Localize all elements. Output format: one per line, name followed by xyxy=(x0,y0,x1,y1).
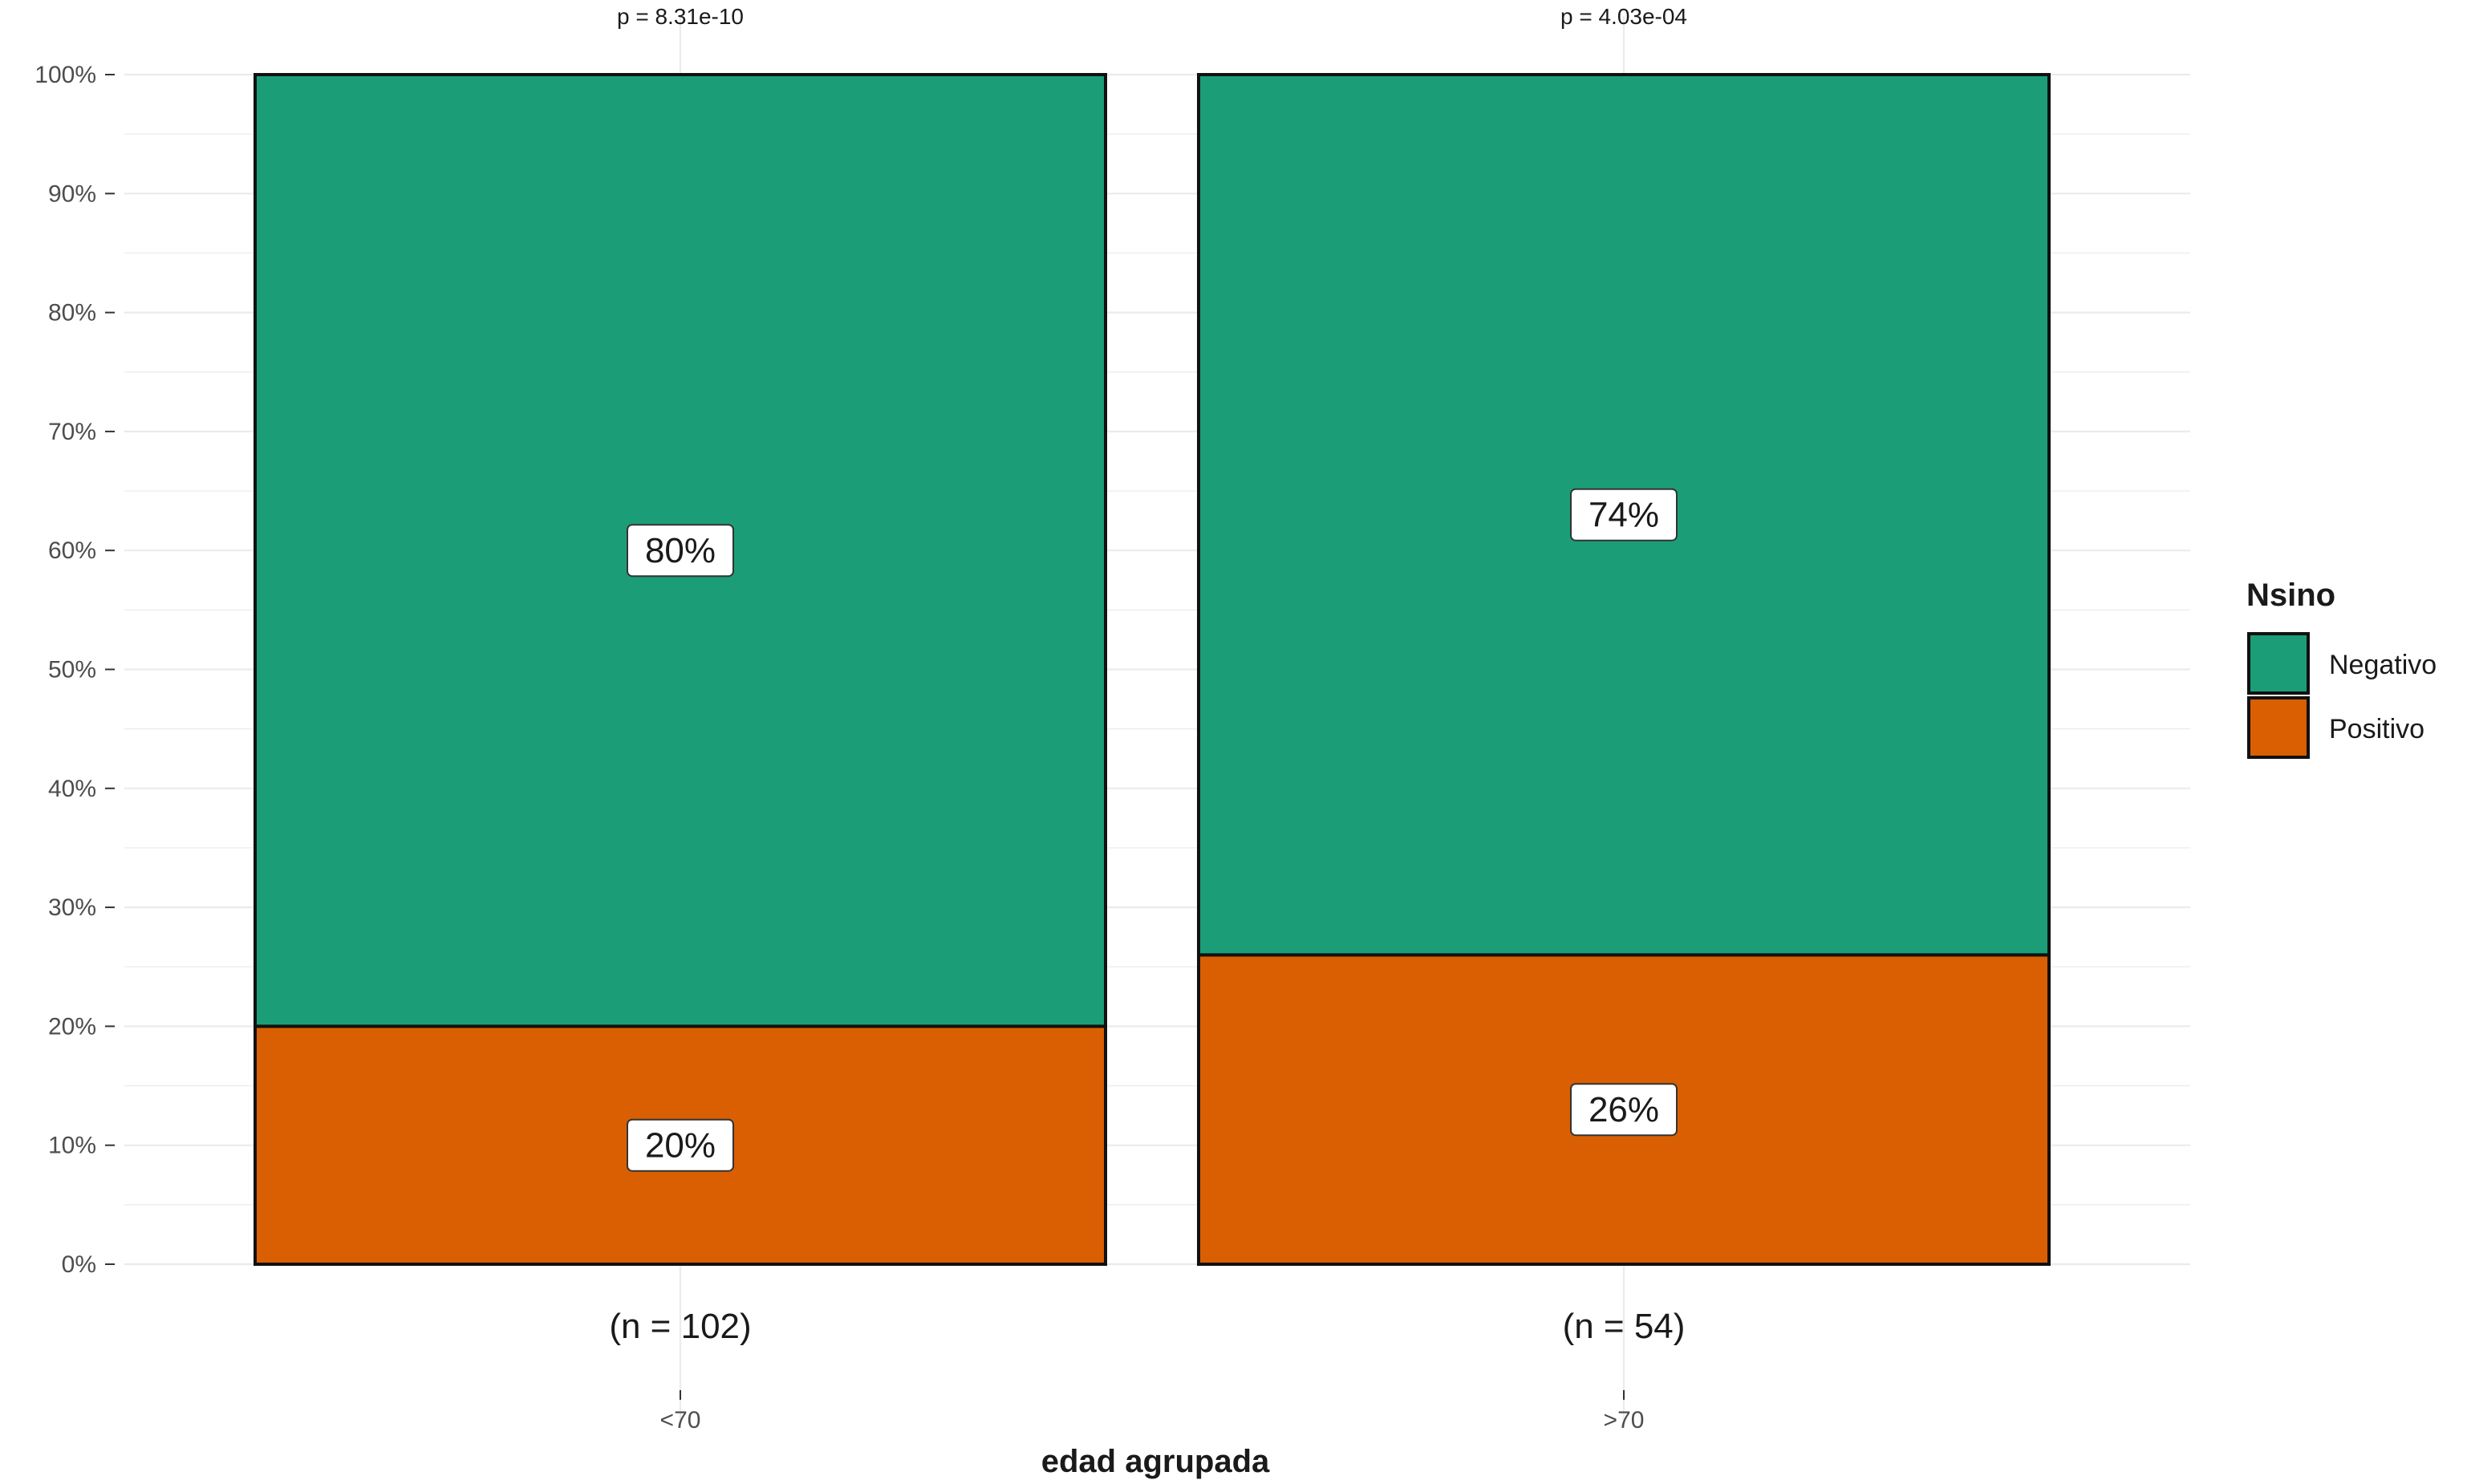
legend-label-positivo: Positivo xyxy=(2329,714,2424,744)
data-label-box xyxy=(1570,488,1678,541)
y-tick-label: 60% xyxy=(48,537,96,564)
y-tick-label: 80% xyxy=(48,300,96,326)
y-tick-label: 70% xyxy=(48,419,96,445)
data-label-box xyxy=(627,1118,734,1172)
x-tick-label: <70 xyxy=(660,1407,701,1433)
data-label-box xyxy=(1570,1083,1678,1137)
p-value-label: p = 8.31e-10 xyxy=(617,4,744,29)
y-tick-label: 50% xyxy=(48,657,96,683)
count-annotations: (n = 102) (n = 54) xyxy=(609,1307,1685,1346)
y-tick-label: 30% xyxy=(48,894,96,921)
y-tick-label: 10% xyxy=(48,1133,96,1159)
data-labels: 20% 80% 26% 74% xyxy=(627,488,1678,1172)
data-label: 20% xyxy=(645,1126,716,1166)
x-axis: <70 >70 xyxy=(660,1390,1645,1433)
x-tick-label: >70 xyxy=(1604,1407,1645,1433)
legend-key-positivo xyxy=(2247,696,2310,759)
p-value-label: p = 4.03e-04 xyxy=(1560,4,1687,29)
count-label: (n = 102) xyxy=(609,1307,751,1346)
bar-segment-positivo xyxy=(1197,953,2051,1267)
p-value-annotations: p = 8.31e-10 p = 4.03e-04 xyxy=(617,4,1687,29)
legend: Nsino Negativo Positivo xyxy=(2246,578,2437,759)
count-label: (n = 54) xyxy=(1563,1307,1686,1346)
y-tick-label: 40% xyxy=(48,776,96,802)
legend-label-negativo: Negativo xyxy=(2329,650,2437,680)
y-tick-label: 20% xyxy=(48,1013,96,1040)
x-axis-title: edad agrupada xyxy=(1041,1444,1270,1479)
y-axis: 0% 10% 20% 30% 40% 50% 60% 70% 80% 90% 100% xyxy=(34,62,115,1278)
data-label: 26% xyxy=(1589,1090,1659,1129)
legend-title: Nsino xyxy=(2246,578,2335,613)
data-label: 74% xyxy=(1589,496,1659,535)
bars xyxy=(254,73,2051,1267)
data-label-box xyxy=(627,524,734,578)
y-tick-label: 90% xyxy=(48,180,96,207)
legend-key-negativo xyxy=(2247,632,2310,695)
data-label: 80% xyxy=(645,531,716,570)
y-tick-label: 0% xyxy=(62,1251,96,1278)
y-tick-label: 100% xyxy=(34,62,96,88)
